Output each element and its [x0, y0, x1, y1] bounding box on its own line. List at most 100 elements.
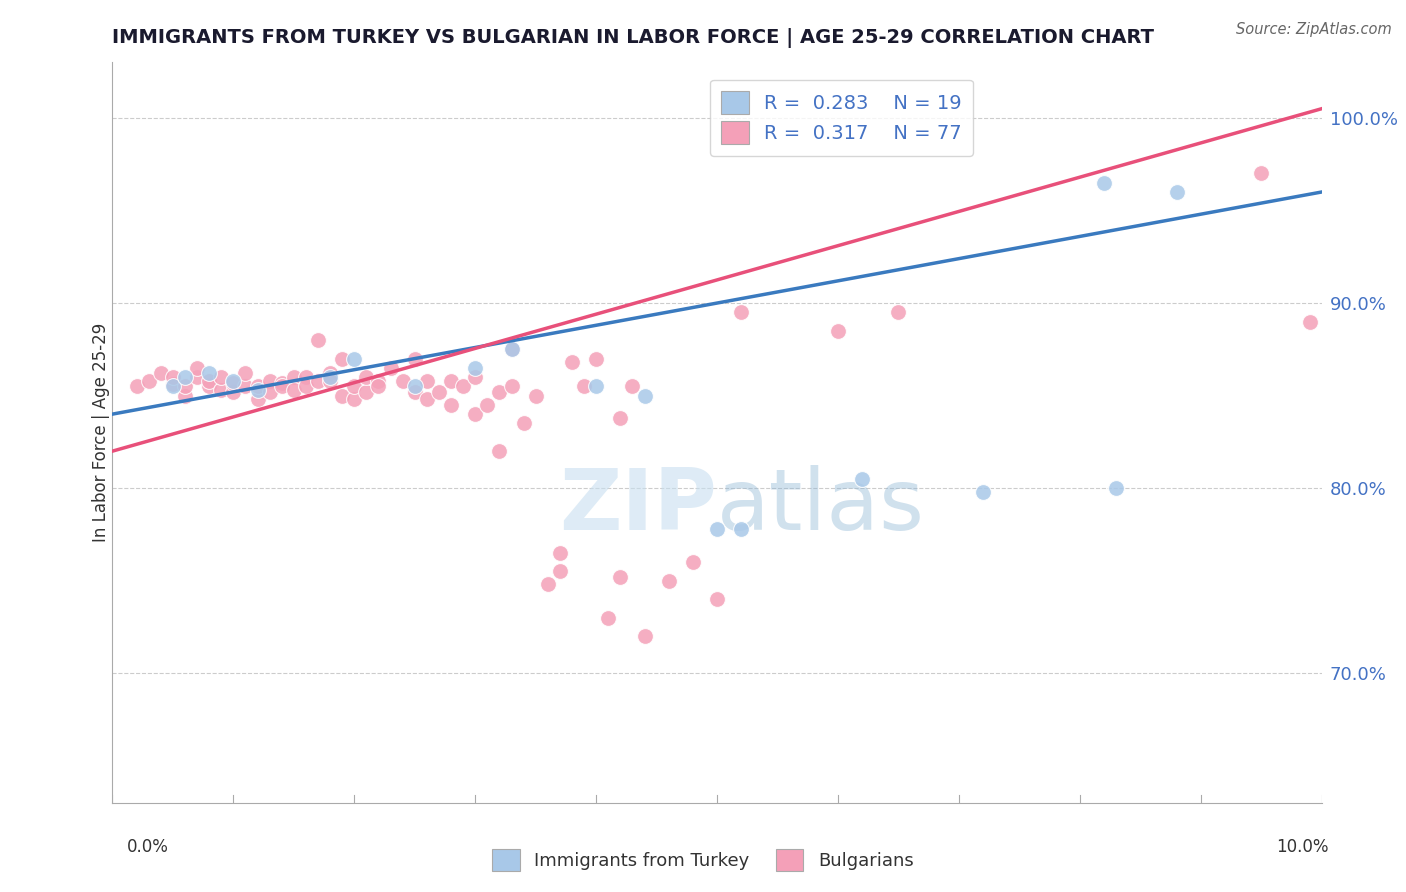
Point	[319, 374, 342, 388]
Point	[356, 370, 378, 384]
Point	[851, 472, 873, 486]
Point	[125, 379, 148, 393]
Text: Source: ZipAtlas.com: Source: ZipAtlas.com	[1236, 22, 1392, 37]
Point	[162, 379, 184, 393]
Point	[198, 367, 221, 381]
Point	[246, 392, 269, 407]
Text: 0.0%: 0.0%	[127, 838, 169, 856]
Point	[730, 522, 752, 536]
Point	[391, 374, 413, 388]
Point	[404, 384, 426, 399]
Point	[972, 484, 994, 499]
Point	[682, 555, 704, 569]
Point	[319, 370, 342, 384]
Point	[501, 379, 523, 393]
Point	[548, 546, 571, 560]
Point	[609, 410, 631, 425]
Point	[174, 379, 197, 393]
Point	[633, 388, 655, 402]
Point	[270, 376, 292, 390]
Point	[585, 379, 607, 393]
Point	[270, 379, 292, 393]
Point	[1092, 176, 1115, 190]
Point	[330, 388, 353, 402]
Point	[477, 398, 499, 412]
Text: atlas: atlas	[717, 465, 925, 549]
Point	[235, 379, 257, 393]
Legend: R =  0.283    N = 19, R =  0.317    N = 77: R = 0.283 N = 19, R = 0.317 N = 77	[710, 79, 973, 155]
Point	[658, 574, 681, 588]
Point	[706, 592, 728, 607]
Point	[609, 570, 631, 584]
Point	[585, 351, 607, 366]
Point	[319, 367, 342, 381]
Point	[380, 360, 402, 375]
Point	[356, 384, 378, 399]
Y-axis label: In Labor Force | Age 25-29: In Labor Force | Age 25-29	[93, 323, 110, 542]
Point	[222, 374, 245, 388]
Point	[598, 611, 620, 625]
Point	[1298, 314, 1320, 328]
Point	[548, 565, 571, 579]
Point	[572, 379, 595, 393]
Point	[162, 377, 184, 392]
Point	[730, 305, 752, 319]
Point	[295, 379, 318, 393]
Point	[343, 392, 366, 407]
Point	[512, 417, 534, 431]
Point	[427, 384, 450, 399]
Point	[464, 407, 486, 421]
Point	[283, 370, 305, 384]
Point	[440, 398, 463, 412]
Point	[174, 388, 197, 402]
Point	[162, 370, 184, 384]
Point	[887, 305, 910, 319]
Point	[246, 379, 269, 393]
Point	[198, 374, 221, 388]
Point	[1105, 481, 1128, 495]
Point	[633, 629, 655, 643]
Point	[404, 351, 426, 366]
Point	[827, 324, 849, 338]
Text: 10.0%: 10.0%	[1277, 838, 1329, 856]
Text: IMMIGRANTS FROM TURKEY VS BULGARIAN IN LABOR FORCE | AGE 25-29 CORRELATION CHART: IMMIGRANTS FROM TURKEY VS BULGARIAN IN L…	[112, 28, 1154, 48]
Point	[440, 374, 463, 388]
Point	[706, 522, 728, 536]
Point	[501, 343, 523, 357]
Point	[186, 360, 208, 375]
Point	[524, 388, 547, 402]
Point	[209, 383, 232, 397]
Point	[222, 376, 245, 390]
Point	[186, 370, 208, 384]
Point	[198, 379, 221, 393]
Point	[343, 351, 366, 366]
Point	[537, 577, 560, 591]
Point	[283, 383, 305, 397]
Point	[1166, 185, 1188, 199]
Text: ZIP: ZIP	[560, 465, 717, 549]
Point	[464, 370, 486, 384]
Point	[404, 379, 426, 393]
Point	[416, 374, 439, 388]
Point	[174, 370, 197, 384]
Point	[246, 383, 269, 397]
Point	[259, 384, 281, 399]
Point	[259, 374, 281, 388]
Point	[367, 374, 389, 388]
Point	[451, 379, 474, 393]
Point	[367, 379, 389, 393]
Point	[295, 370, 318, 384]
Point	[209, 370, 232, 384]
Point	[561, 355, 583, 369]
Point	[235, 367, 257, 381]
Point	[488, 444, 510, 458]
Point	[488, 384, 510, 399]
Point	[1250, 166, 1272, 180]
Legend: Immigrants from Turkey, Bulgarians: Immigrants from Turkey, Bulgarians	[485, 842, 921, 879]
Point	[621, 379, 644, 393]
Point	[464, 360, 486, 375]
Point	[501, 343, 523, 357]
Point	[149, 367, 172, 381]
Point	[222, 384, 245, 399]
Point	[307, 374, 329, 388]
